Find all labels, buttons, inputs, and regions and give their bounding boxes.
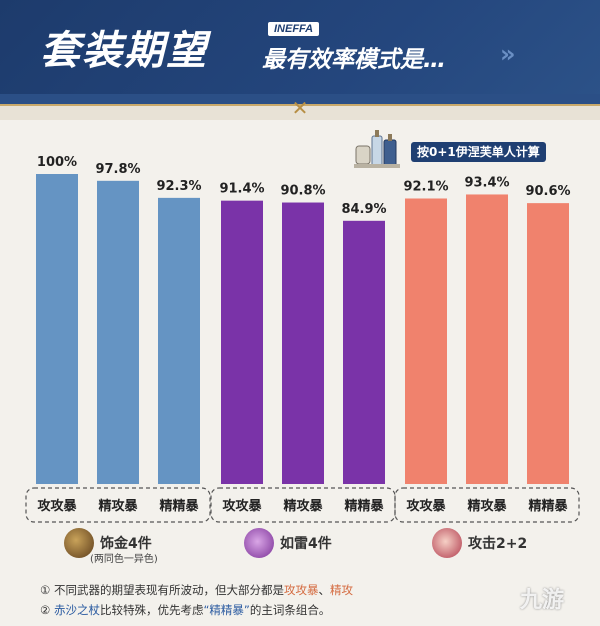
footnote-highlight: 攻攻暴 — [283, 583, 319, 597]
category-label: 精攻暴 — [283, 498, 323, 514]
bar — [527, 203, 569, 484]
category-label: 攻攻暴 — [406, 498, 446, 514]
bar — [158, 197, 200, 484]
data-label: 90.6% — [525, 184, 570, 199]
footnote-1: ① 不同武器的期望表现有所波动，但大部分都是攻攻暴、精攻 — [40, 580, 580, 600]
data-label: 84.9% — [341, 202, 386, 217]
legend-label: 如雷4件 — [280, 536, 332, 552]
data-label: 92.3% — [156, 179, 201, 194]
category-label: 精攻暴 — [467, 498, 507, 514]
category-label: 精精暴 — [528, 498, 568, 514]
category-group-box — [394, 487, 580, 523]
footnote-text: 、 — [318, 583, 330, 597]
calculation-note-badge: 按0+1伊涅芙单人计算 — [411, 142, 546, 162]
category-label: 精精暴 — [344, 498, 384, 514]
legend-label: 饰金4件 — [100, 536, 152, 552]
bar — [343, 220, 385, 484]
data-label: 92.1% — [403, 179, 448, 194]
footnote-highlight: 赤沙之杖 — [53, 603, 100, 617]
page-subtitle: 最有效率模式是… — [262, 47, 446, 73]
footnote-text: 比较特殊，优先考虑 — [99, 603, 204, 617]
bottles-icon — [354, 130, 400, 168]
bar — [405, 198, 447, 485]
category-label: 攻攻暴 — [222, 498, 262, 514]
footnote-highlight: “精精暴” — [203, 603, 250, 617]
brand-tag: INEFFA — [268, 22, 320, 36]
data-label: 91.4% — [219, 182, 264, 197]
bar — [282, 202, 324, 484]
data-label: 100% — [37, 155, 77, 170]
legend-item-group-1: 饰金4件 — [64, 528, 152, 558]
footnote-text: ① 不同武器的期望表现有所波动，但大部分都是 — [40, 583, 284, 597]
legend-item-group-3: 攻击2+2 — [432, 528, 527, 558]
bar — [221, 200, 263, 484]
category-label: 攻攻暴 — [37, 498, 77, 514]
category-label: 精攻暴 — [98, 498, 138, 514]
legend-label: 攻击2+2 — [468, 536, 528, 552]
legend: 饰金4件 (两同色一异色) 如雷4件 攻击2+2 — [0, 528, 600, 568]
legend-sublabel: (两同色一异色) — [90, 554, 158, 565]
bar — [97, 180, 139, 484]
data-label: 90.8% — [280, 184, 325, 199]
attack-set-icon — [432, 528, 462, 558]
gilded-set-icon — [64, 528, 94, 558]
bar — [36, 174, 78, 484]
header-banner: 套装期望 INEFFA 最有效率模式是… » — [0, 0, 600, 104]
thunder-set-icon — [244, 528, 274, 558]
data-label: 93.4% — [464, 175, 509, 190]
watermark-logo: 九游 — [520, 588, 565, 613]
bar — [466, 194, 508, 484]
category-label: 精精暴 — [159, 498, 199, 514]
category-group-box — [25, 487, 211, 523]
footnote-2: ② 赤沙之杖比较特殊，优先考虑“精精暴”的主词条组合。 — [40, 600, 580, 620]
header-divider-band — [0, 104, 600, 120]
legend-item-group-2: 如雷4件 — [244, 528, 332, 558]
footnote-highlight: 精攻 — [329, 583, 353, 597]
footnotes: ① 不同武器的期望表现有所波动，但大部分都是攻攻暴、精攻 ② 赤沙之杖比较特殊，… — [40, 580, 580, 620]
footnote-text: ② — [40, 603, 54, 617]
cross-ornament-icon: ✕ — [291, 96, 309, 120]
footnote-text: 的主词条组合。 — [249, 603, 331, 617]
data-label: 97.8% — [95, 162, 140, 177]
page-title: 套装期望 — [40, 28, 208, 74]
header-decoration — [0, 94, 600, 104]
